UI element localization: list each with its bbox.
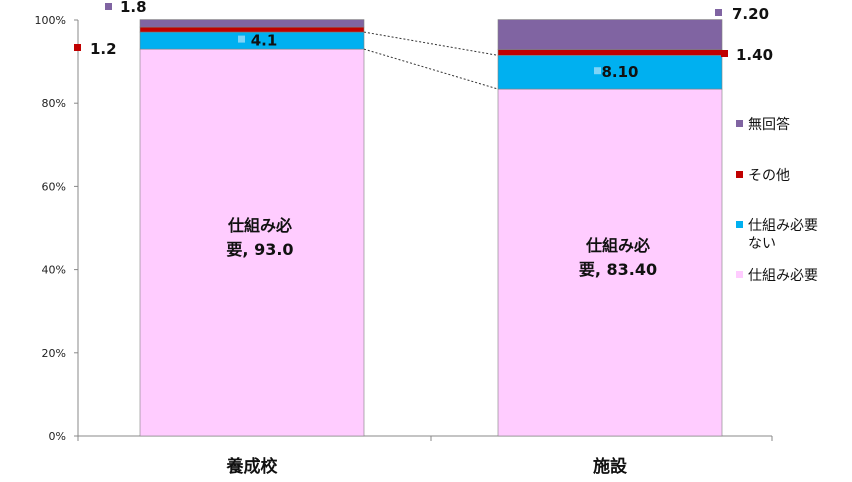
bars-layer [139,19,723,437]
x-category-label: 養成校 [226,456,279,477]
legend-swatch [736,171,743,178]
series-connector-line [363,31,499,56]
label-legend-key [721,50,728,57]
y-tick-label: 80% [42,97,66,110]
label-legend-key [558,238,565,245]
data-labels-layer: 仕組み必要, 93.0 仕組み必要, 83.404.18.101.2 1.401.8… [74,0,773,279]
x-category-label: 施設 [593,456,628,477]
series-connector-line [363,48,499,90]
data-label: 仕組み必 [585,236,650,255]
legend-swatch [736,120,743,127]
legend-label: その他 [748,168,790,184]
legend-swatch [736,271,743,278]
legend-swatch [736,221,743,228]
data-label: 7.20 [732,5,769,23]
bar-segment [139,48,365,437]
data-label: 1.40 [736,46,773,64]
legend-label: 無回答 [748,116,790,133]
legend-label: 仕組み必要 [748,218,818,234]
bar-segment [497,19,723,50]
data-label: 要, 93.0 [226,240,293,259]
legend-label: 仕組み必要 [748,268,818,284]
data-label: 8.10 [601,63,638,81]
bar-segment [497,49,723,56]
label-legend-key [200,218,207,225]
legend-label: ない [748,236,776,252]
y-tick-label: 20% [42,347,66,360]
y-tick-label: 100% [35,14,66,27]
y-tick-label: 40% [42,264,66,277]
bar-segment [139,19,365,28]
data-label: 4.1 [251,32,278,50]
bar-segment [497,55,723,90]
data-label: 要, 83.40 [579,260,657,279]
data-label: 仕組み必 [227,216,292,235]
label-legend-key [105,3,112,10]
data-label: 1.2 [90,40,117,58]
y-tick-label: 0% [49,430,66,443]
connector-lines [363,31,499,90]
label-legend-key [238,35,245,43]
y-tick-label: 60% [42,180,66,193]
label-legend-key [594,67,601,75]
label-legend-key [715,9,722,16]
label-legend-key [74,44,81,51]
data-label: 1.8 [120,0,147,16]
